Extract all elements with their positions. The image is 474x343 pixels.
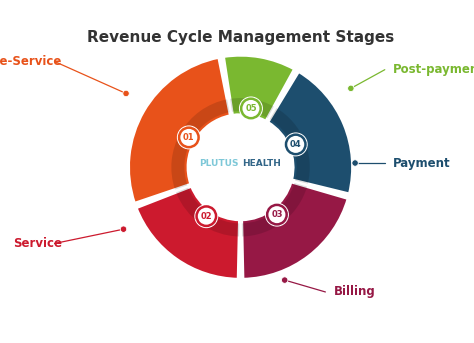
Wedge shape xyxy=(230,98,274,118)
Text: Revenue Cycle Management Stages: Revenue Cycle Management Stages xyxy=(87,30,394,45)
Circle shape xyxy=(240,97,262,120)
Text: Post-payment: Post-payment xyxy=(393,63,474,76)
Text: HEALTH: HEALTH xyxy=(242,159,281,168)
Circle shape xyxy=(282,277,288,283)
Wedge shape xyxy=(268,72,353,194)
Circle shape xyxy=(265,203,288,226)
Text: 03: 03 xyxy=(271,210,283,219)
Circle shape xyxy=(179,128,199,147)
Text: 04: 04 xyxy=(290,140,301,149)
Circle shape xyxy=(123,90,129,97)
Circle shape xyxy=(241,99,261,118)
Circle shape xyxy=(190,116,292,218)
Wedge shape xyxy=(242,182,348,279)
Circle shape xyxy=(195,205,218,227)
Text: PLUTUS: PLUTUS xyxy=(200,159,239,168)
Text: Service: Service xyxy=(13,237,63,250)
Circle shape xyxy=(286,135,306,154)
Circle shape xyxy=(347,85,354,92)
Text: 01: 01 xyxy=(183,133,195,142)
Wedge shape xyxy=(136,186,239,279)
Text: 05: 05 xyxy=(245,104,257,113)
Wedge shape xyxy=(171,99,229,190)
Wedge shape xyxy=(224,55,294,121)
Wedge shape xyxy=(176,188,239,236)
Circle shape xyxy=(267,205,287,224)
Circle shape xyxy=(178,126,200,149)
Wedge shape xyxy=(242,183,307,236)
Circle shape xyxy=(352,160,358,166)
Text: Payment: Payment xyxy=(393,156,451,169)
Text: 02: 02 xyxy=(201,212,212,221)
Circle shape xyxy=(197,206,216,226)
Circle shape xyxy=(120,226,127,233)
Wedge shape xyxy=(128,57,230,203)
Wedge shape xyxy=(270,108,310,184)
Circle shape xyxy=(284,133,307,156)
Text: Billing: Billing xyxy=(334,285,375,298)
Text: Pre-Service: Pre-Service xyxy=(0,55,63,68)
